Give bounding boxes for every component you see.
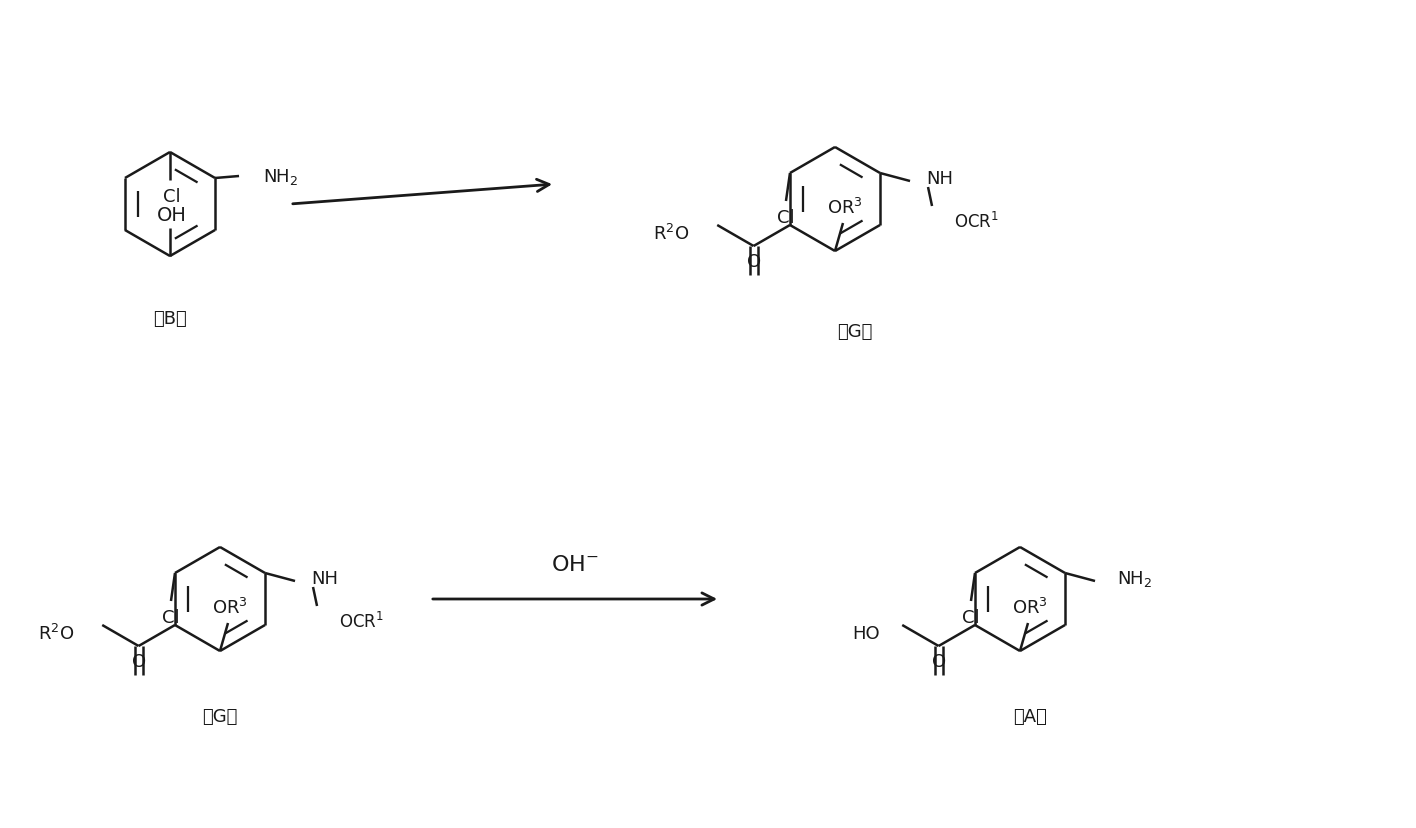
Text: OH: OH — [157, 205, 187, 224]
Text: R$^2$O: R$^2$O — [38, 623, 74, 643]
Text: OCR$^1$: OCR$^1$ — [954, 212, 998, 232]
Text: HO: HO — [852, 624, 881, 643]
Text: Cl: Cl — [163, 609, 180, 626]
Text: （B）: （B） — [153, 310, 187, 328]
Text: OCR$^1$: OCR$^1$ — [338, 611, 384, 631]
Text: O: O — [932, 652, 946, 671]
Text: O: O — [746, 253, 760, 271]
Text: NH: NH — [312, 570, 338, 587]
Text: NH$_2$: NH$_2$ — [1117, 568, 1153, 588]
Text: OR$^3$: OR$^3$ — [1012, 597, 1048, 618]
Text: （A）: （A） — [1012, 707, 1046, 725]
Text: OH$^{-}$: OH$^{-}$ — [551, 554, 599, 575]
Text: O: O — [132, 652, 146, 671]
Text: OR$^3$: OR$^3$ — [827, 198, 862, 218]
Text: （G）: （G） — [202, 707, 238, 725]
Text: Cl: Cl — [163, 188, 181, 205]
Text: NH: NH — [926, 170, 953, 188]
Text: NH$_2$: NH$_2$ — [263, 166, 299, 187]
Text: Cl: Cl — [777, 209, 794, 227]
Text: （G）: （G） — [837, 323, 872, 340]
Text: OR$^3$: OR$^3$ — [212, 597, 248, 618]
Text: R$^2$O: R$^2$O — [653, 224, 690, 243]
Text: Cl: Cl — [961, 609, 980, 626]
